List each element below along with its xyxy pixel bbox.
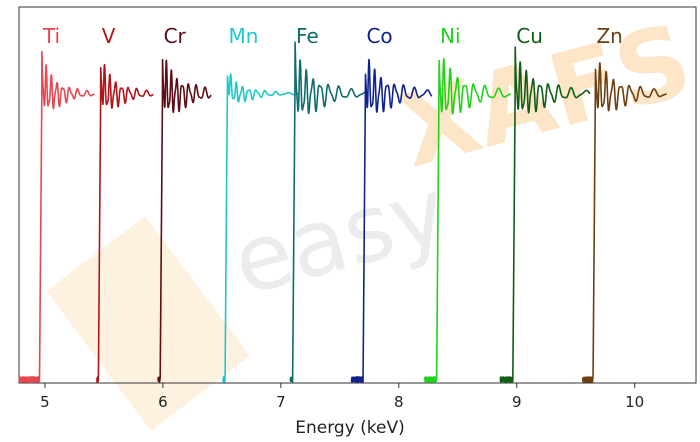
- x-axis: 5 6 7 8 9 10: [40, 383, 644, 411]
- element-label-cr: Cr: [164, 24, 187, 48]
- series-line-v: [96, 63, 155, 383]
- x-axis-label: Energy (keV): [295, 418, 405, 438]
- series-line-cr: [157, 58, 212, 383]
- watermark-shape: [46, 216, 250, 431]
- series-line-ti: [18, 50, 96, 384]
- x-tick-label: 9: [512, 393, 522, 411]
- element-label-ni: Ni: [440, 24, 461, 48]
- plot-frame: [18, 6, 697, 384]
- series-line-ni: [423, 58, 512, 384]
- element-label-fe: Fe: [296, 24, 319, 48]
- watermark-text-xafs: XAFS: [388, 1, 700, 190]
- x-tick-label: 6: [158, 393, 168, 411]
- element-label-v: V: [102, 24, 116, 48]
- element-label-zn: Zn: [596, 24, 622, 48]
- element-labels: Ti V Cr Mn Fe Co Ni Cu Zn: [42, 24, 623, 48]
- x-tick-label: 7: [276, 393, 286, 411]
- series-line-fe: [289, 41, 367, 383]
- x-tick-label: 10: [625, 393, 644, 411]
- x-tick-label: 5: [40, 393, 50, 411]
- watermark-easyxafs: easy XAFS: [46, 1, 700, 431]
- element-label-cu: Cu: [516, 24, 543, 48]
- element-label-mn: Mn: [228, 24, 258, 48]
- series-line-co: [350, 58, 433, 383]
- element-label-ti: Ti: [42, 24, 60, 48]
- series-layer: [18, 41, 668, 384]
- element-label-co: Co: [366, 24, 392, 48]
- series-line-mn: [222, 73, 300, 383]
- series-line-zn: [581, 62, 668, 384]
- series-line-cu: [499, 46, 591, 384]
- x-tick-label: 8: [394, 393, 404, 411]
